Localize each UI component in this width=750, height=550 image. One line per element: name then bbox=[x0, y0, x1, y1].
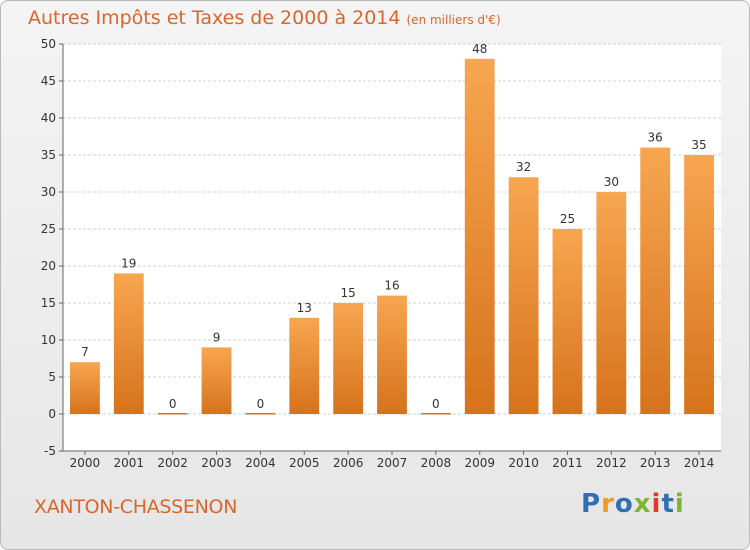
x-tick-label: 2004 bbox=[245, 456, 276, 470]
x-tick-label: 2000 bbox=[70, 456, 101, 470]
y-tick-label: 45 bbox=[41, 74, 56, 88]
y-tick-label: 10 bbox=[41, 333, 56, 347]
y-tick-label: 15 bbox=[41, 296, 56, 310]
logo-letter: i bbox=[674, 489, 685, 519]
chart-title-main: Autres Impôts et Taxes de 2000 à 2014 bbox=[28, 7, 401, 29]
bar-value-label: 32 bbox=[516, 160, 531, 174]
bar bbox=[70, 362, 100, 414]
chart-title: Autres Impôts et Taxes de 2000 à 2014 (en… bbox=[28, 7, 501, 29]
bar bbox=[684, 155, 714, 414]
x-tick-label: 2011 bbox=[552, 456, 583, 470]
bar-value-label: 15 bbox=[340, 286, 355, 300]
bar-value-label: 48 bbox=[472, 42, 487, 56]
bar bbox=[245, 413, 276, 415]
logo-letter: i bbox=[651, 489, 662, 519]
x-tick-label: 2003 bbox=[201, 456, 232, 470]
x-tick-label: 2013 bbox=[640, 456, 671, 470]
bar-value-label: 25 bbox=[560, 212, 575, 226]
bar bbox=[201, 347, 232, 414]
bar-value-label: 0 bbox=[432, 397, 440, 411]
y-tick-label: 0 bbox=[48, 407, 56, 421]
bar-value-label: 7 bbox=[81, 345, 89, 359]
y-tick-label: 50 bbox=[41, 37, 56, 51]
bar bbox=[333, 303, 364, 414]
bar-value-label: 9 bbox=[213, 330, 221, 344]
logo-letter: x bbox=[633, 489, 652, 519]
y-tick-label: 20 bbox=[41, 259, 56, 273]
x-tick-label: 2012 bbox=[596, 456, 627, 470]
x-tick-label: 2009 bbox=[464, 456, 495, 470]
x-tick-label: 2014 bbox=[684, 456, 715, 470]
logo-letter: r bbox=[601, 489, 615, 519]
chart-title-unit: (en milliers d'€) bbox=[406, 13, 501, 27]
y-tick-label: 25 bbox=[41, 222, 56, 236]
bar bbox=[640, 147, 671, 414]
logo-letter: t bbox=[661, 489, 675, 519]
bars: 7 19 0 9 0 13 15 16 0 48 32 25 30 36 35 bbox=[70, 42, 714, 415]
y-axis: -5 0 5 10 15 20 25 30 35 40 45 50 bbox=[41, 37, 64, 458]
logo-letter: P bbox=[581, 489, 602, 519]
y-tick-label: 5 bbox=[48, 370, 56, 384]
bar bbox=[377, 295, 407, 414]
bar bbox=[289, 317, 320, 414]
bar bbox=[157, 413, 188, 415]
x-tick-label: 2001 bbox=[114, 456, 145, 470]
x-axis: 2000 2001 2002 2003 2004 2005 2006 2007 2008 2009… bbox=[63, 450, 721, 470]
x-tick-label: 2005 bbox=[289, 456, 320, 470]
bar-value-label: 0 bbox=[257, 397, 265, 411]
bar-value-label: 0 bbox=[169, 397, 177, 411]
bar bbox=[552, 229, 583, 414]
bar-value-label: 36 bbox=[648, 131, 663, 145]
bar-value-label: 13 bbox=[297, 301, 312, 315]
x-tick-label: 2008 bbox=[421, 456, 452, 470]
y-tick-label: 40 bbox=[41, 111, 56, 125]
x-tick-label: 2002 bbox=[157, 456, 188, 470]
bar-value-label: 35 bbox=[691, 138, 706, 152]
bar bbox=[113, 273, 144, 414]
x-tick-label: 2007 bbox=[377, 456, 408, 470]
x-tick-label: 2010 bbox=[508, 456, 539, 470]
proxiti-logo[interactable]: Proxiti bbox=[581, 489, 685, 519]
x-tick-label: 2006 bbox=[333, 456, 364, 470]
y-tick-label: -5 bbox=[44, 444, 56, 458]
bar bbox=[420, 413, 451, 415]
commune-name: XANTON-CHASSENON bbox=[34, 496, 238, 518]
bar-value-label: 19 bbox=[121, 256, 136, 270]
logo-letter: o bbox=[614, 489, 634, 519]
bar bbox=[508, 177, 539, 414]
bar bbox=[596, 192, 627, 414]
bar bbox=[464, 58, 495, 415]
y-tick-label: 35 bbox=[41, 148, 56, 162]
y-tick-label: 30 bbox=[41, 185, 56, 199]
bar-value-label: 30 bbox=[604, 175, 619, 189]
bar-value-label: 16 bbox=[384, 279, 399, 293]
